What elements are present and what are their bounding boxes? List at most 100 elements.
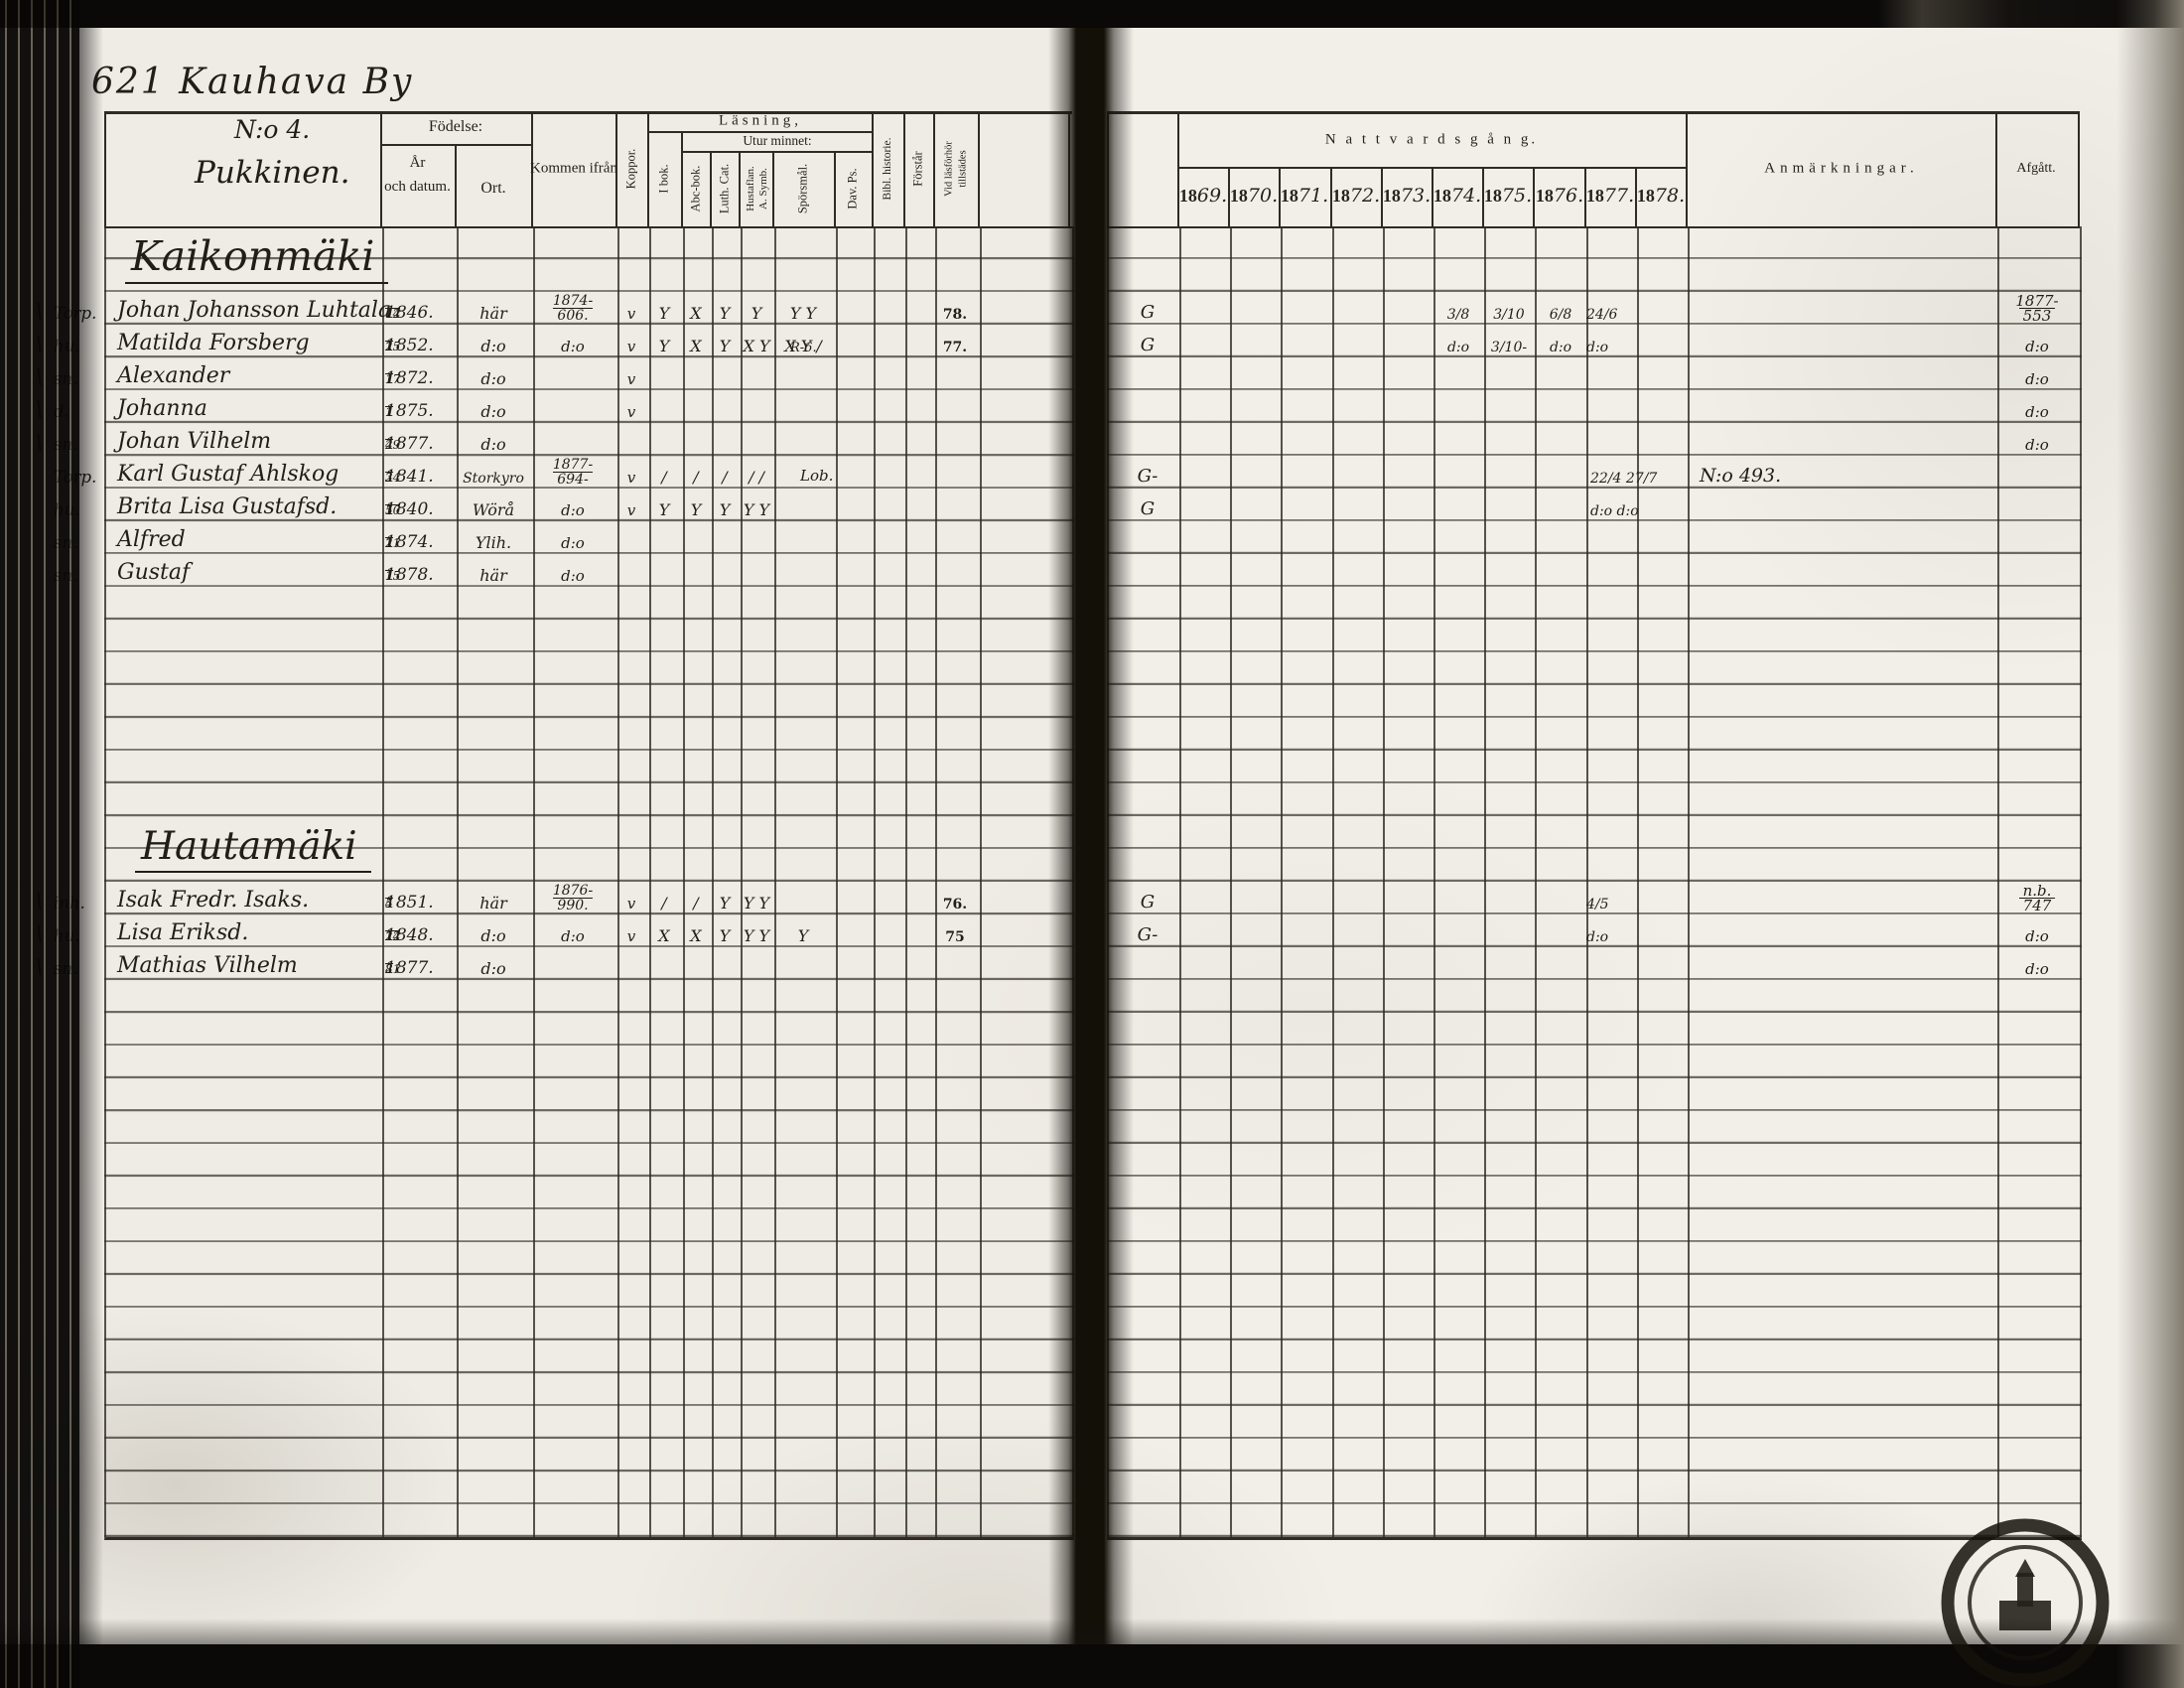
grid-line	[1330, 167, 1332, 226]
year-handwritten: 72.	[1349, 185, 1381, 207]
communion-mark: 22/4 27/7	[1590, 471, 1658, 487]
grid-line	[772, 151, 774, 226]
header-hustaflan: Hustaflan.	[745, 166, 756, 211]
birth-date: 14 12 1846.	[385, 303, 434, 323]
communion-mark: d:o	[1549, 340, 1572, 355]
birth-date: 21 8 1877.	[385, 958, 434, 978]
departure-ref: d:o	[2025, 436, 2049, 454]
exam-number: 78.	[942, 307, 968, 323]
grid-line	[1686, 111, 1688, 226]
year-header-1870: 1870.	[1230, 185, 1278, 207]
birth-place: här	[479, 304, 507, 323]
person-name: Alexander	[117, 363, 230, 388]
year-header-1878: 1878.	[1637, 185, 1685, 207]
grid-line	[647, 131, 874, 133]
reading-mark: /	[661, 894, 667, 913]
smallpox-mark: v	[626, 895, 636, 913]
person-name: Isak Fredr. Isaks.	[117, 888, 310, 913]
birth-place: Storkyro	[463, 471, 524, 487]
communion-mark: G-	[1137, 466, 1159, 487]
grid-line	[615, 111, 617, 226]
birth-place: d:o	[480, 337, 506, 355]
grid-line	[739, 151, 741, 226]
birth-date: 17 1 1872.	[385, 368, 434, 388]
communion-mark: 24/6	[1586, 307, 1618, 323]
arrival-ref: 1876- 990.	[552, 883, 594, 914]
photo-edge-top	[0, 0, 2184, 28]
departure-ref: 1877- 553	[2015, 292, 2059, 325]
grid-line	[380, 144, 533, 146]
exam-number: 77.	[942, 340, 968, 355]
year-handwritten: 76.	[1553, 185, 1584, 207]
year-handwritten: 70.	[1247, 185, 1279, 207]
grid-line	[1482, 167, 1484, 226]
communion-mark: d:o	[1446, 340, 1470, 355]
grid-line	[2078, 111, 2080, 226]
birth-date: 29 4 1877.	[385, 434, 434, 454]
year-printed-prefix: 18	[1280, 186, 1298, 206]
header-fodelse: Födelse:	[428, 118, 483, 135]
year-printed-prefix: 18	[1535, 186, 1554, 206]
exam-number: 75	[945, 929, 965, 945]
birth-place: Wörå	[472, 500, 515, 519]
grid-line	[1107, 226, 2080, 228]
remark: N:o 493.	[1700, 465, 1782, 487]
reading-mark: Y	[658, 304, 670, 323]
smallpox-mark: v	[626, 469, 636, 487]
reading-mark: Y	[719, 894, 731, 913]
departure-ref: n.b. 747	[1997, 884, 2077, 914]
birth-date: 1 1 1875.	[385, 401, 434, 421]
reading-mark: X	[690, 926, 702, 945]
year-header-1869: 1869.	[1179, 185, 1227, 207]
year-header-1871: 1871.	[1281, 185, 1328, 207]
reading-mark: /	[693, 894, 699, 913]
communion-mark: 3/8	[1446, 307, 1470, 323]
smallpox-mark: v	[626, 927, 636, 945]
grid-line	[1177, 111, 1179, 226]
header-abc-bok: Abc-bok.	[688, 165, 703, 212]
communion-mark: G	[1140, 302, 1156, 323]
grid-line	[834, 151, 836, 226]
header-a-symb: A. Symb.	[757, 168, 769, 210]
person-name: Johan Vilhelm	[117, 429, 272, 454]
birth-date: 4 5 1851.	[385, 893, 434, 913]
margin-note: Lob.	[800, 467, 834, 485]
reading-mark: Y Y	[743, 894, 770, 913]
year-printed-prefix: 18	[1433, 186, 1451, 206]
arrival-ref: d:o	[561, 534, 585, 552]
reading-mark: Y Y	[789, 304, 817, 323]
grid-line	[681, 131, 683, 226]
arrival-ref: d:o	[561, 501, 585, 519]
year-printed-prefix: 18	[1331, 186, 1350, 206]
arrival-ref: d:o	[561, 567, 585, 585]
birth-date: 24 3 1841.	[385, 467, 434, 487]
header-ar-och-datum: År och datum.	[384, 155, 451, 195]
header-afgatt: Afgått.	[2016, 161, 2056, 176]
person-name: Brita Lisa Gustafsd.	[117, 494, 338, 519]
person-name: Karl Gustaf Ahlskog	[117, 462, 340, 487]
photo-edge-left	[0, 0, 79, 1688]
header-dav-ps: Dav. Ps.	[845, 168, 860, 210]
reading-mark: X Y	[743, 337, 770, 355]
departure-ref: d:o	[2025, 338, 2049, 355]
header-koppor: Koppor.	[623, 148, 638, 190]
grid-line	[380, 111, 382, 226]
communion-mark: 6/8	[1549, 307, 1572, 323]
header-luth-cat: Luth. Cat.	[717, 163, 732, 214]
communion-mark: 3/10-	[1490, 340, 1528, 355]
smallpox-mark: v	[626, 305, 636, 323]
grid-line	[903, 111, 905, 226]
reading-mark: Y	[719, 926, 731, 945]
year-handwritten: 71.	[1297, 185, 1329, 207]
communion-mark: 3/10	[1493, 307, 1525, 323]
person-name: Lisa Eriksd.	[117, 920, 249, 945]
birth-date: 5 10 1840.	[385, 499, 434, 519]
grid-line	[104, 111, 1072, 114]
birth-date: 11 2 1874.	[385, 532, 434, 552]
year-header-1872: 1872.	[1332, 185, 1380, 207]
reading-mark: /	[722, 468, 728, 487]
